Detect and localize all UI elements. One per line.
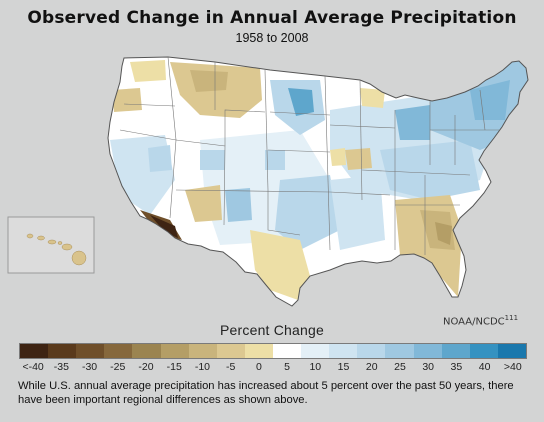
legend-swatch — [244, 344, 273, 358]
legend-title: Percent Change — [220, 322, 324, 338]
hawaii-islands — [26, 233, 87, 266]
legend-swatch — [20, 344, 49, 358]
legend-swatch — [76, 344, 105, 358]
legend-swatch — [497, 344, 526, 358]
legend-swatch — [132, 344, 161, 358]
map-caption: While U.S. annual average precipitation … — [18, 380, 514, 406]
legend-label: 5 — [284, 361, 290, 373]
legend-label: 25 — [394, 361, 406, 373]
legend-swatch — [357, 344, 386, 358]
legend-label: 10 — [309, 361, 322, 373]
legend-label: 20 — [365, 361, 378, 373]
conus-map — [107, 56, 529, 307]
legend-swatch — [188, 344, 217, 358]
legend-label: >40 — [503, 361, 522, 373]
legend-label: -10 — [194, 361, 211, 373]
legend-label: 30 — [422, 361, 435, 373]
precipitation-map — [7, 56, 529, 307]
legend-swatch — [48, 344, 77, 358]
map-title: Observed Change in Annual Average Precip… — [27, 8, 517, 28]
legend-label: -25 — [110, 361, 126, 373]
legend-swatch — [272, 344, 302, 358]
legend-label: <-40 — [22, 361, 44, 373]
legend-label: 0 — [255, 361, 262, 373]
legend-swatch — [329, 344, 358, 358]
legend-swatch — [104, 344, 133, 358]
legend-label: 35 — [450, 361, 463, 373]
legend-swatch — [441, 344, 470, 358]
legend-swatch — [160, 344, 189, 358]
legend-label: -15 — [166, 361, 182, 373]
legend-swatch — [216, 344, 245, 358]
map-subtitle: 1958 to 2008 — [235, 31, 309, 45]
legend-label: -35 — [53, 361, 69, 373]
legend-swatch — [413, 344, 442, 358]
legend-swatch — [469, 344, 498, 358]
legend-swatch — [301, 344, 330, 358]
legend-label: -20 — [138, 361, 154, 373]
legend-label: 40 — [478, 361, 491, 373]
legend-label: -30 — [81, 361, 98, 373]
legend-label: 15 — [337, 361, 350, 373]
legend-label: -5 — [225, 361, 236, 373]
source-credit: NOAA/NCDC111 — [443, 314, 519, 328]
legend-color-bar — [19, 343, 527, 359]
legend-swatch — [385, 344, 414, 358]
legend-labels: <-40 -35 -30 -25 -20 -15 -10 -5 0 5 10 15 20 25 30 35 40… — [19, 361, 527, 373]
